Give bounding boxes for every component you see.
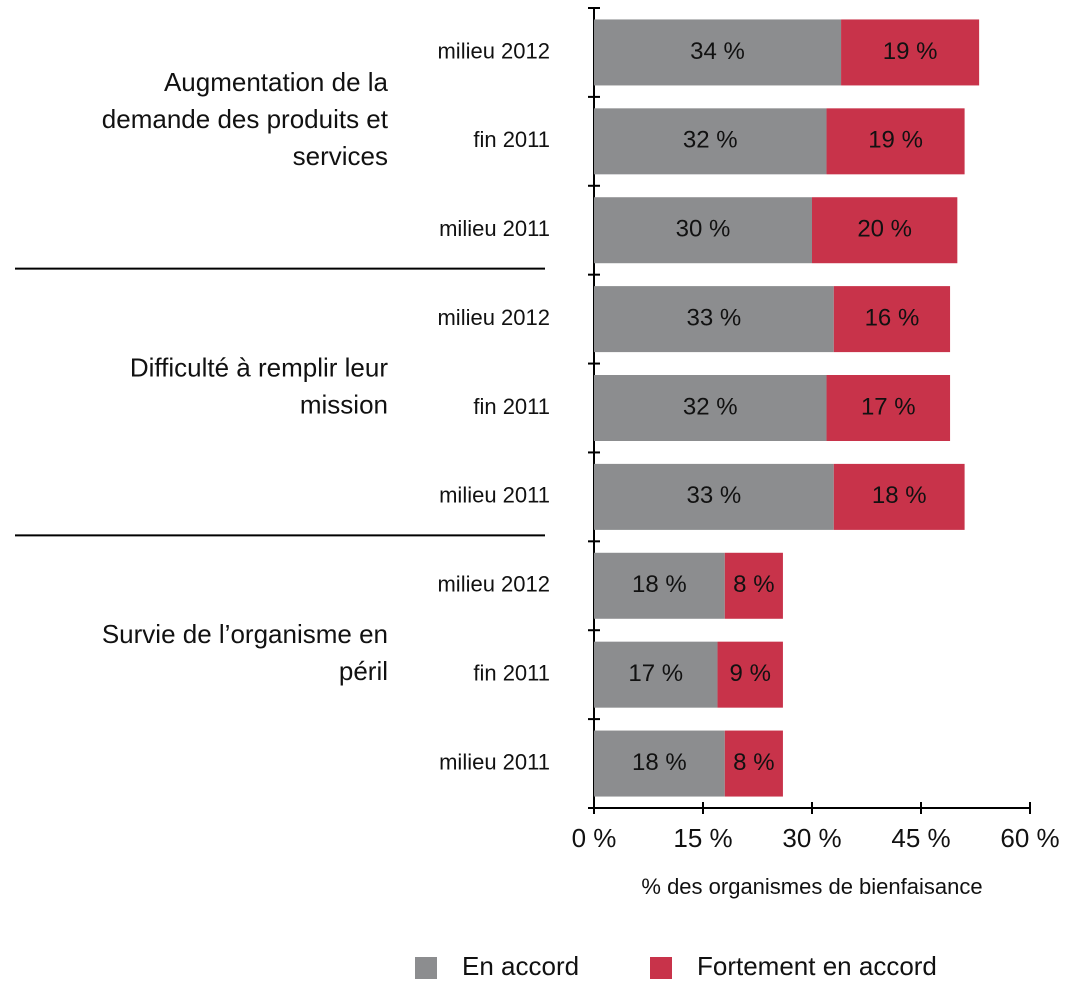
y-tick-label: milieu 2012: [437, 572, 550, 597]
value-label: 9 %: [730, 660, 771, 687]
y-tick-label: milieu 2012: [437, 305, 550, 330]
value-label: 33 %: [687, 482, 742, 509]
group-label: mission: [300, 389, 388, 419]
value-label: 18 %: [632, 571, 687, 598]
x-tick-label: 30 %: [782, 823, 841, 853]
x-axis-label: % des organismes de bienfaisance: [641, 874, 982, 899]
value-label: 32 %: [683, 127, 738, 154]
bar-segment: [724, 730, 783, 797]
group-label: Survie de l’organisme en: [102, 619, 388, 649]
y-tick-label: milieu 2011: [439, 749, 550, 774]
bar-segment: [717, 641, 783, 708]
legend-label: En accord: [462, 951, 579, 981]
legend-swatch: [650, 957, 672, 979]
bar-segment: [833, 286, 951, 353]
bar-segment: [594, 19, 842, 86]
y-tick-label: milieu 2011: [439, 216, 550, 241]
bar-segment: [812, 197, 958, 264]
bar-segment: [594, 375, 827, 441]
bar-segment: [594, 730, 725, 797]
bar-segment: [826, 375, 951, 441]
value-label: 20 %: [857, 216, 912, 243]
value-label: 33 %: [687, 304, 742, 331]
value-label: 19 %: [868, 127, 923, 154]
bar-segment: [594, 197, 812, 264]
bar-segment: [724, 552, 783, 619]
value-label: 8 %: [733, 571, 774, 598]
value-label: 17 %: [861, 393, 916, 420]
value-label: 8 %: [733, 749, 774, 776]
group-label: Augmentation de la: [164, 67, 389, 97]
x-tick-label: 15 %: [673, 823, 732, 853]
group-label: Difficulté à remplir leur: [130, 352, 389, 382]
value-label: 30 %: [676, 216, 731, 243]
value-label: 34 %: [690, 38, 745, 65]
bar-segment: [833, 463, 965, 530]
bar-segment: [594, 641, 718, 708]
y-tick-label: fin 2011: [473, 660, 550, 685]
bar-segment: [841, 19, 980, 86]
legend-label: Fortement en accord: [697, 951, 937, 981]
y-tick-label: fin 2011: [473, 127, 550, 152]
bar-segment: [594, 463, 834, 530]
x-tick-label: 45 %: [891, 823, 950, 853]
bar-segment: [594, 286, 834, 353]
x-tick-label: 0 %: [572, 823, 617, 853]
x-tick-label: 60 %: [1000, 823, 1059, 853]
y-tick-label: milieu 2011: [439, 483, 550, 508]
y-tick-label: milieu 2012: [437, 38, 550, 63]
value-label: 17 %: [628, 660, 683, 687]
value-label: 19 %: [883, 38, 938, 65]
value-label: 18 %: [632, 749, 687, 776]
value-label: 18 %: [872, 482, 927, 509]
value-label: 16 %: [865, 304, 920, 331]
group-label: demande des produits et: [102, 104, 389, 134]
bar-segment: [594, 552, 725, 619]
value-label: 32 %: [683, 393, 738, 420]
group-label: services: [293, 141, 388, 171]
y-tick-label: fin 2011: [473, 394, 550, 419]
bar-segment: [826, 108, 965, 175]
bar-segment: [594, 108, 827, 175]
legend-swatch: [415, 957, 437, 979]
group-label: péril: [339, 656, 388, 686]
